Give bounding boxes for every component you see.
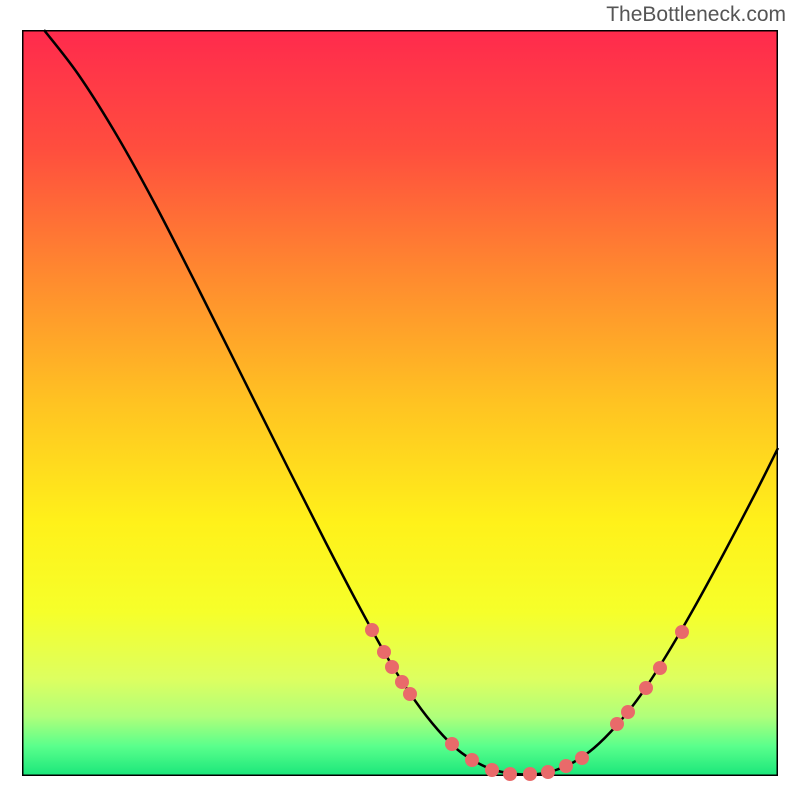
curve-marker [485,763,499,777]
curve-marker [541,765,555,779]
curve-marker [523,767,537,781]
bottleneck-curve [44,30,778,775]
curve-marker [377,645,391,659]
curve-marker [675,625,689,639]
curve-marker [395,675,409,689]
curve-marker [365,623,379,637]
curve-marker [610,717,624,731]
curve-marker [503,767,517,781]
curve-layer [22,30,778,776]
chart-container: TheBottleneck.com [0,0,800,800]
curve-marker [653,661,667,675]
curve-marker [445,737,459,751]
marker-group [365,623,689,781]
curve-marker [639,681,653,695]
curve-marker [575,751,589,765]
curve-marker [385,660,399,674]
plot-area [22,30,778,776]
curve-marker [621,705,635,719]
watermark-text: TheBottleneck.com [606,3,786,27]
curve-marker [465,753,479,767]
curve-marker [559,759,573,773]
curve-marker [403,687,417,701]
